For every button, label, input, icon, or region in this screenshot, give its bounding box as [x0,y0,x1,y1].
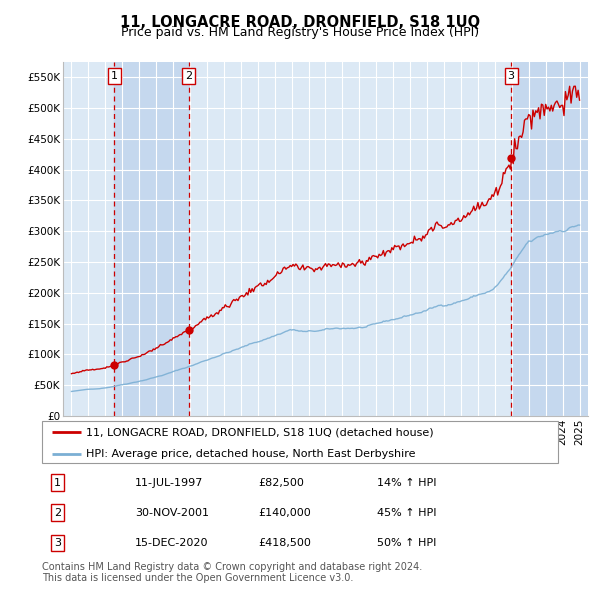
Text: 11-JUL-1997: 11-JUL-1997 [135,477,203,487]
Text: £418,500: £418,500 [259,538,311,548]
Text: 11, LONGACRE ROAD, DRONFIELD, S18 1UQ (detached house): 11, LONGACRE ROAD, DRONFIELD, S18 1UQ (d… [86,427,433,437]
Text: 1: 1 [54,477,61,487]
Text: Contains HM Land Registry data © Crown copyright and database right 2024.
This d: Contains HM Land Registry data © Crown c… [42,562,422,584]
Bar [115,62,188,416]
Bar [511,62,588,416]
Text: 15-DEC-2020: 15-DEC-2020 [135,538,208,548]
Text: 11, LONGACRE ROAD, DRONFIELD, S18 1UQ: 11, LONGACRE ROAD, DRONFIELD, S18 1UQ [120,15,480,30]
Text: HPI: Average price, detached house, North East Derbyshire: HPI: Average price, detached house, Nort… [86,449,415,459]
Text: £82,500: £82,500 [259,477,305,487]
Text: 3: 3 [54,538,61,548]
Text: 50% ↑ HPI: 50% ↑ HPI [377,538,437,548]
Text: 3: 3 [508,71,515,81]
Text: 30-NOV-2001: 30-NOV-2001 [135,508,209,518]
Text: 1: 1 [111,71,118,81]
Text: £140,000: £140,000 [259,508,311,518]
Text: 14% ↑ HPI: 14% ↑ HPI [377,477,437,487]
Text: 2: 2 [54,508,61,518]
Text: Price paid vs. HM Land Registry's House Price Index (HPI): Price paid vs. HM Land Registry's House … [121,26,479,39]
Text: 45% ↑ HPI: 45% ↑ HPI [377,508,437,518]
Text: 2: 2 [185,71,192,81]
